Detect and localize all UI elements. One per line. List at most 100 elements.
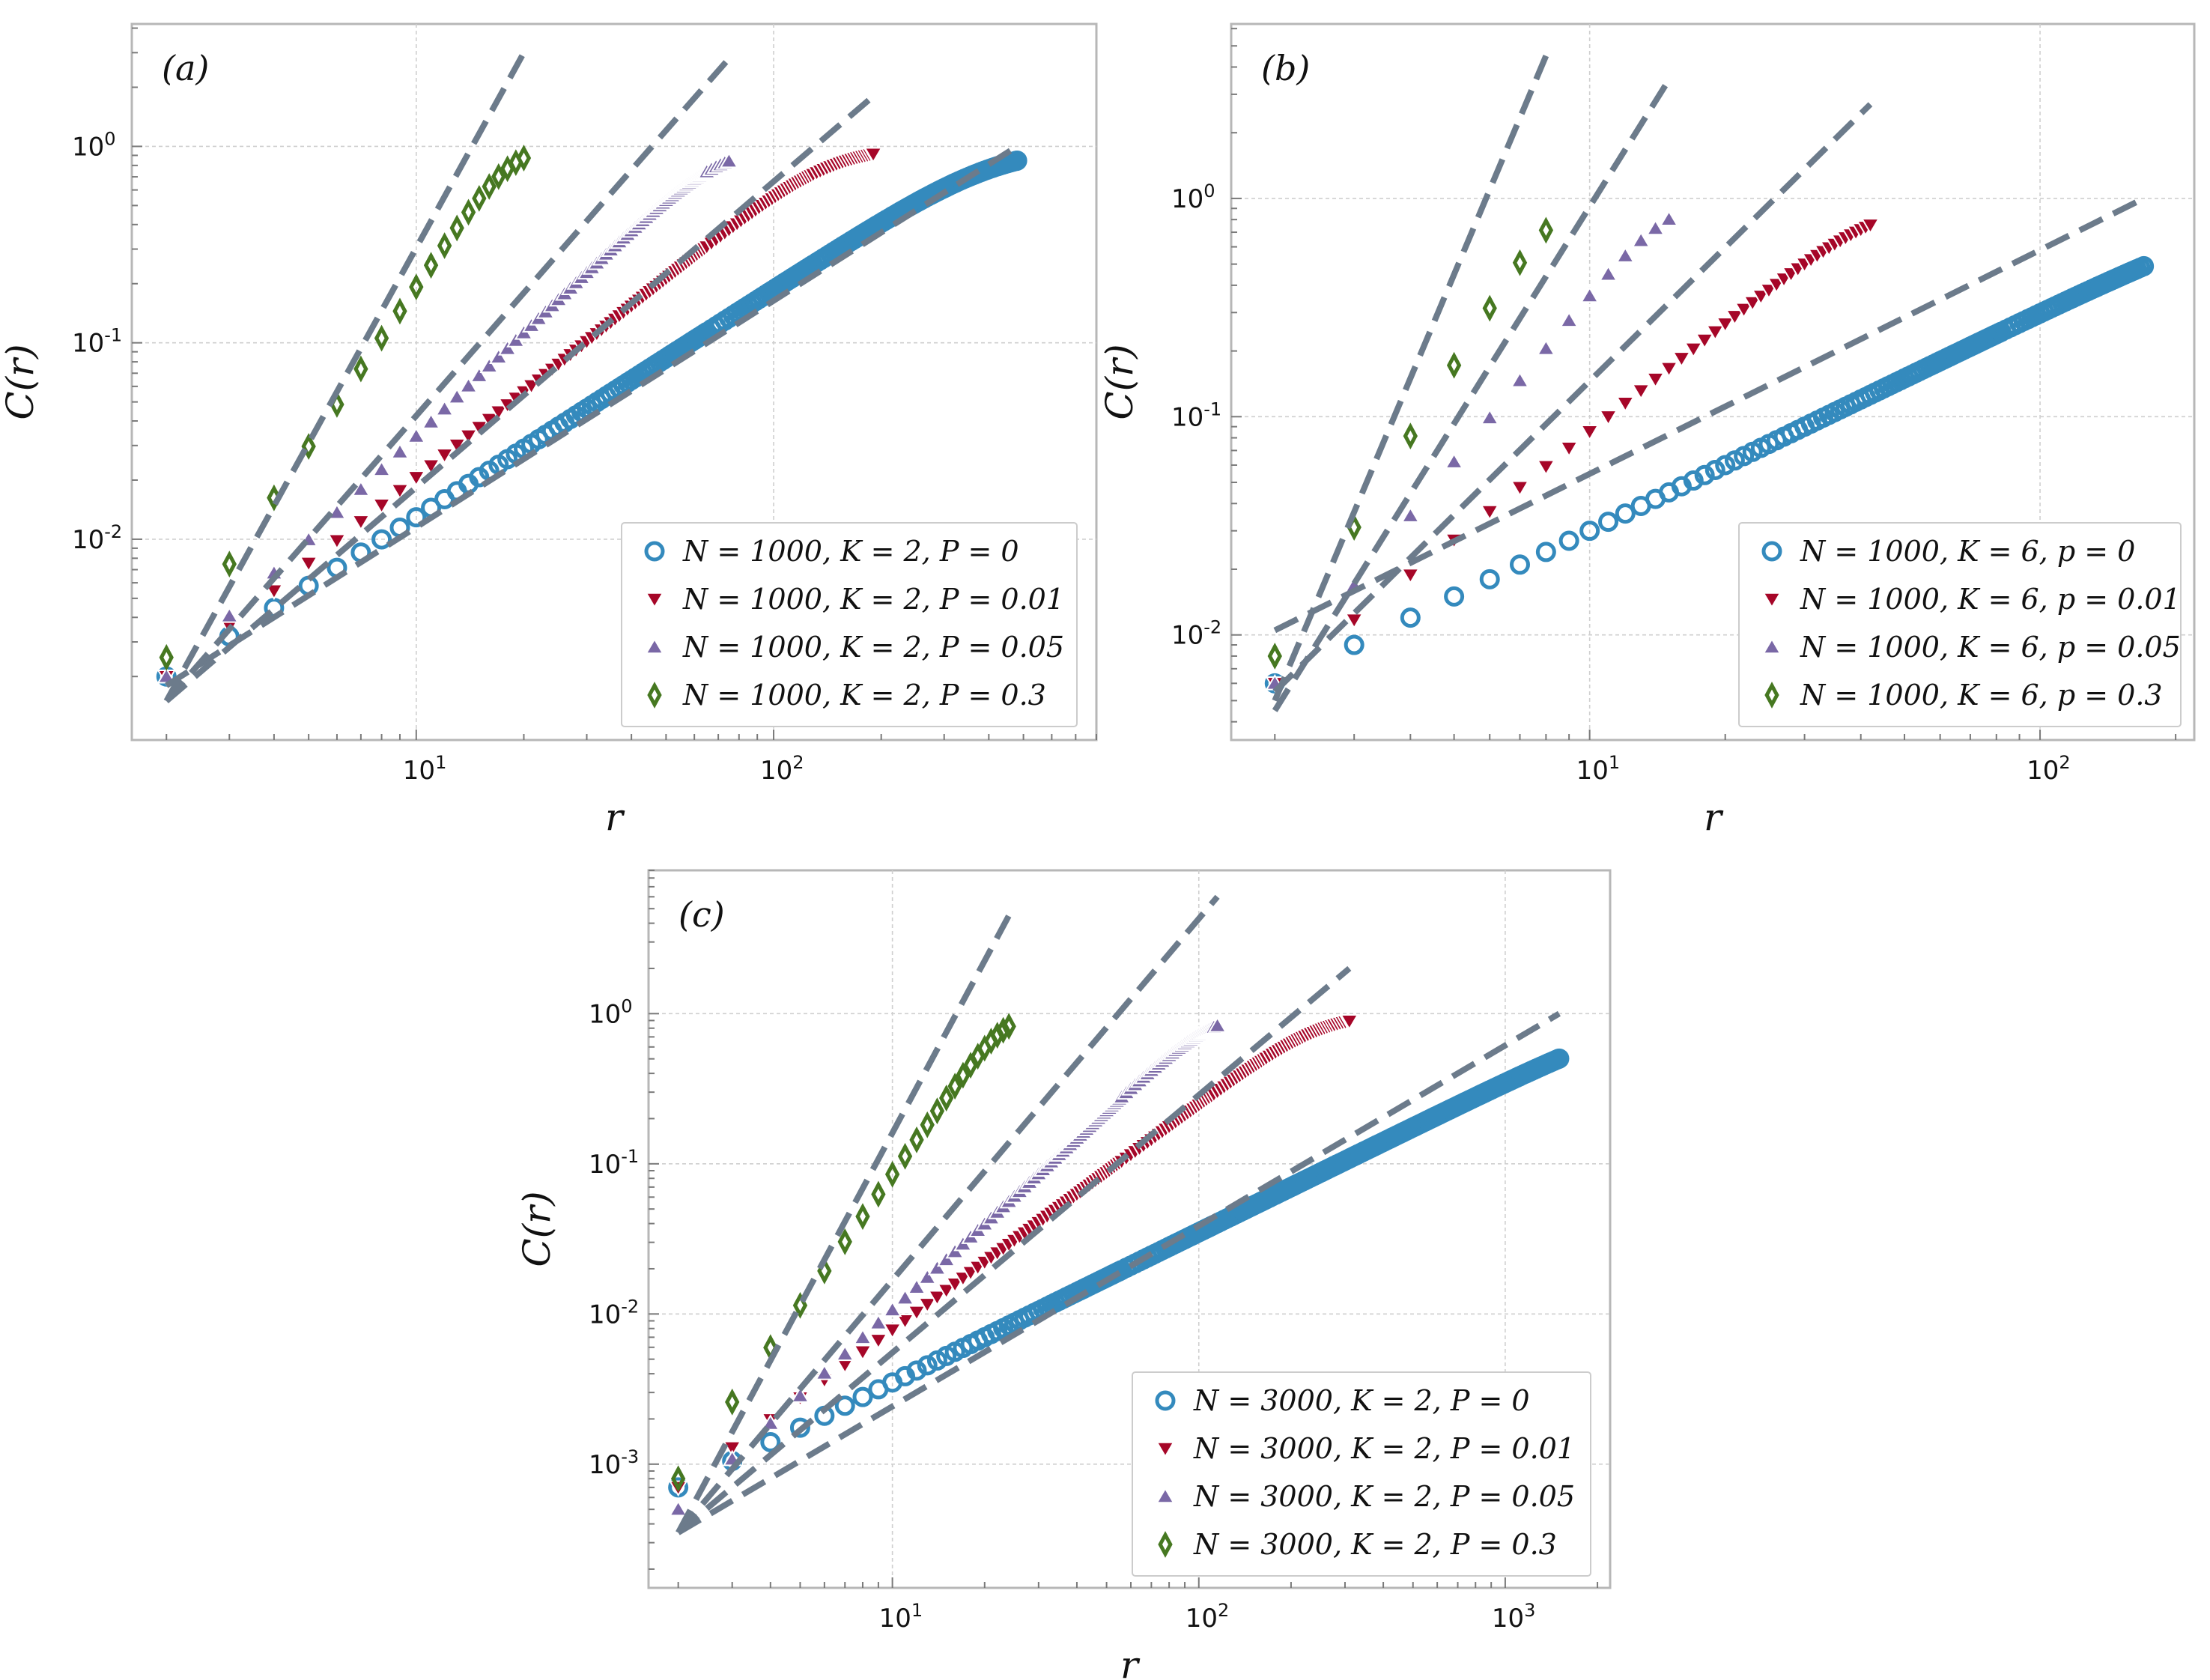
data-point: [1860, 218, 1880, 234]
data-point: [1715, 455, 1736, 476]
data-point: [1615, 503, 1636, 524]
data-point: [945, 1277, 965, 1294]
legend-marker: [644, 541, 665, 562]
data-point: [1538, 216, 1554, 244]
data-point: [461, 198, 476, 226]
legend-entry: N = 1000, K = 6, p = 0.01: [1800, 583, 2181, 616]
data-point: [1684, 342, 1703, 359]
x-axis-label: r: [1704, 795, 1724, 839]
data-point: [447, 387, 467, 404]
data-point: [1510, 371, 1530, 388]
data-point: [472, 184, 487, 212]
x-tick-label: 102: [2027, 752, 2071, 786]
y-tick-label: 100: [1171, 181, 1215, 214]
legend: N = 3000, K = 2, P = 0 N = 3000, K = 2, P…: [1132, 1371, 1591, 1577]
data-point: [1579, 286, 1600, 303]
data-layer: [156, 51, 1027, 704]
legend-marker: [647, 682, 662, 709]
legend-marker: [1761, 541, 1782, 562]
legend-marker: [1762, 592, 1782, 609]
data-point: [722, 1440, 742, 1458]
data-point: [855, 1203, 870, 1231]
data-point: [1734, 302, 1754, 319]
legend-marker: [1155, 1390, 1176, 1411]
data-point: [421, 458, 441, 476]
data-point: [1683, 470, 1704, 491]
panel-label: (b): [1261, 48, 1310, 88]
data-point: [1615, 246, 1636, 263]
fit-line: [1272, 102, 1873, 694]
data-point: [371, 460, 392, 477]
legend-marker: [1158, 1531, 1173, 1558]
data-point: [491, 163, 506, 190]
x-tick-label: 101: [879, 1600, 923, 1634]
data-point: [1695, 333, 1714, 350]
legend-entry: N = 1000, K = 2, P = 0: [682, 535, 1019, 568]
legend-entry: N = 3000, K = 2, P = 0: [1193, 1384, 1530, 1417]
legend-entry: N = 1000, K = 6, p = 0.05: [1800, 631, 2181, 664]
data-point: [449, 214, 464, 242]
series-0: [156, 150, 1027, 687]
data-point: [917, 1297, 937, 1314]
y-tick-label: 10-2: [1171, 617, 1221, 651]
data-point: [761, 1414, 780, 1431]
data-point: [1512, 249, 1528, 276]
data-point: [1510, 480, 1530, 497]
x-tick-label: 101: [1576, 752, 1621, 786]
data-point: [1267, 643, 1282, 670]
data-point: [409, 273, 424, 301]
data-point: [670, 1465, 686, 1493]
y-axis-label: C(r): [1098, 344, 1141, 419]
data-point: [497, 339, 517, 356]
data-point: [1480, 408, 1499, 425]
legend-box: [1132, 1371, 1591, 1577]
data-point: [1536, 459, 1556, 476]
data-point: [1344, 613, 1364, 630]
series-3: [159, 145, 532, 671]
data-point: [927, 1290, 947, 1307]
x-axis-label: r: [1120, 1643, 1141, 1680]
data-point: [1598, 264, 1618, 282]
data-point: [725, 1388, 740, 1416]
y-tick-label: 10-1: [1171, 398, 1221, 432]
x-axis-label: r: [605, 795, 625, 839]
data-point: [668, 1499, 688, 1517]
legend-entry: N = 1000, K = 2, P = 0.05: [682, 631, 1064, 664]
legend-entry: N = 1000, K = 6, p = 0: [1800, 535, 2135, 568]
data-point: [458, 428, 479, 446]
data-point: [1559, 441, 1579, 458]
data-point: [1705, 324, 1725, 342]
legend: N = 1000, K = 6, p = 0 N = 1000, K = 6, p…: [1738, 522, 2182, 727]
data-point: [1007, 150, 1027, 171]
data-point: [835, 1344, 854, 1362]
series-2: [668, 1016, 1227, 1517]
data-point: [760, 1432, 781, 1453]
fit-line: [1273, 195, 2146, 634]
data-point: [882, 1323, 902, 1340]
data-point: [1479, 568, 1500, 589]
data-point: [834, 1395, 855, 1416]
data-point: [897, 1142, 913, 1170]
data-point: [907, 1305, 926, 1322]
data-point: [222, 551, 237, 578]
legend-marker: [1156, 1487, 1175, 1504]
data-point: [437, 232, 452, 259]
fit-line: [165, 144, 1019, 688]
data-point: [351, 480, 371, 497]
data-point: [895, 1313, 915, 1330]
y-tick-label: 10-1: [589, 1146, 639, 1180]
data-point: [516, 145, 532, 172]
data-point: [458, 376, 479, 393]
data-point: [882, 1300, 902, 1317]
data-point: [299, 556, 318, 573]
legend-marker: [1762, 637, 1782, 655]
y-tick-label: 10-1: [72, 325, 122, 359]
data-point: [159, 643, 174, 671]
data-point: [1579, 425, 1600, 441]
fit-line: [676, 914, 1012, 1535]
data-point: [434, 399, 455, 416]
legend-entry: N = 3000, K = 2, P = 0.05: [1193, 1480, 1575, 1513]
data-point: [1344, 634, 1364, 655]
data-point: [929, 1097, 945, 1125]
